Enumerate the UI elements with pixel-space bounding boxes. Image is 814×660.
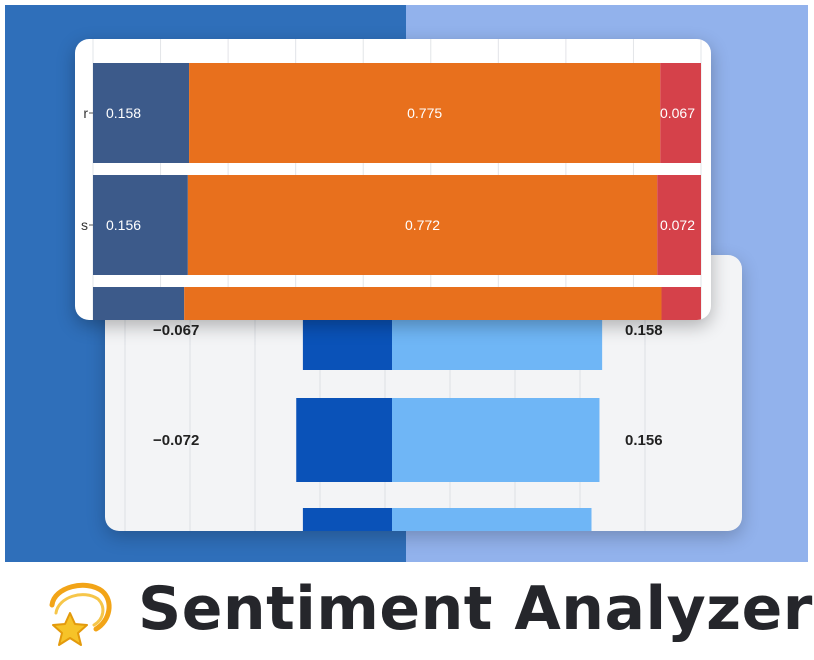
bar-positive bbox=[392, 508, 592, 531]
tick-label: r bbox=[83, 105, 88, 121]
data-label-neutral: 0.772 bbox=[405, 217, 440, 233]
bar-negative bbox=[296, 398, 392, 482]
bar-neutral bbox=[184, 287, 662, 320]
stacked-chart-card: r 0.158 0.775 0.067 s 0.156 0.772 0.072 bbox=[75, 39, 711, 320]
bar-negative bbox=[302, 508, 392, 531]
data-label-positive: 0.158 bbox=[625, 322, 663, 339]
bar-negative bbox=[93, 63, 190, 163]
bar-positive bbox=[660, 63, 701, 163]
bar-neutral bbox=[189, 63, 661, 163]
bar-positive bbox=[661, 287, 701, 320]
bar-positive bbox=[657, 175, 701, 275]
bar-negative bbox=[93, 175, 188, 275]
page-title: Sentiment Analyzer bbox=[138, 574, 813, 644]
hero-banner: −0.067 0.158 −0.072 0.156 r 0.158 0.775 0.067 s… bbox=[5, 5, 808, 562]
bar-positive bbox=[392, 398, 600, 482]
data-label-positive: 0.067 bbox=[660, 105, 695, 121]
data-label-negative: −0.067 bbox=[153, 322, 199, 339]
tick-label: s bbox=[81, 217, 88, 233]
data-label-neutral: 0.775 bbox=[407, 105, 442, 121]
data-label-positive: 0.072 bbox=[660, 217, 695, 233]
data-label-negative: −0.072 bbox=[153, 432, 199, 449]
title-row: Sentiment Analyzer bbox=[0, 565, 814, 660]
bar-negative bbox=[93, 287, 185, 320]
dizzy-star-icon bbox=[49, 582, 112, 646]
data-label-negative: 0.158 bbox=[106, 105, 141, 121]
data-label-negative: 0.156 bbox=[106, 217, 141, 233]
stacked-chart: r 0.158 0.775 0.067 s 0.156 0.772 0.072 bbox=[81, 39, 702, 320]
data-label-positive: 0.156 bbox=[625, 432, 663, 449]
bar-neutral bbox=[187, 175, 658, 275]
